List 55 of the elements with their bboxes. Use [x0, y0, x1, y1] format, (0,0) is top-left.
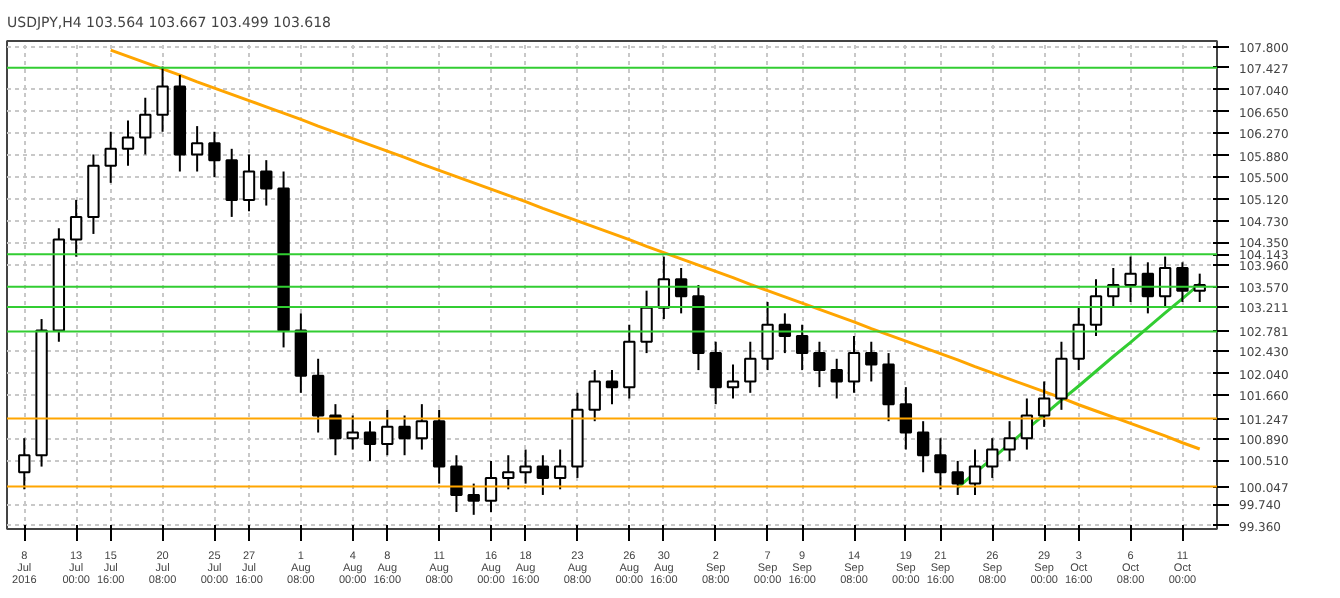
candlestick	[467, 482, 480, 516]
candlestick	[1089, 278, 1103, 338]
candlestick	[813, 340, 826, 389]
candlestick	[847, 335, 861, 394]
candlestick	[916, 420, 930, 474]
candlestick	[934, 437, 947, 491]
candlestick	[398, 414, 411, 457]
candlestick	[311, 357, 325, 434]
candlestick	[726, 363, 740, 400]
candlestick	[951, 459, 964, 496]
candlestick	[1037, 380, 1051, 428]
candlestick	[225, 147, 238, 218]
candlestick	[640, 289, 653, 355]
candlestick	[605, 369, 619, 406]
candlestick	[1176, 261, 1189, 304]
candlestick	[484, 459, 498, 513]
candlestick	[346, 414, 359, 451]
candlestick	[208, 130, 221, 179]
candlestick	[553, 448, 567, 491]
candlestick	[294, 312, 308, 394]
candlestick	[104, 130, 117, 184]
candlestick	[18, 437, 31, 491]
candlestick	[623, 323, 636, 400]
candlestick	[69, 198, 83, 258]
candlestick	[795, 323, 809, 372]
candlestick	[156, 65, 169, 133]
candlestick	[502, 454, 515, 491]
candlestick	[415, 403, 429, 451]
candlestick	[536, 454, 550, 496]
candlestick	[450, 454, 463, 513]
candlestick	[830, 357, 843, 400]
candlestick	[588, 369, 601, 423]
candlestick	[744, 340, 757, 394]
candlestick	[986, 437, 999, 479]
candlestick	[242, 153, 256, 213]
candlestick	[139, 96, 152, 156]
candlestick	[519, 448, 532, 485]
candlestick	[1124, 255, 1137, 304]
candlestick	[1072, 306, 1085, 372]
candlestick	[865, 340, 878, 383]
candlestick	[190, 125, 204, 173]
candlestick	[381, 408, 394, 457]
candlestick	[761, 301, 774, 372]
candlestick	[899, 386, 913, 451]
candlestick	[121, 119, 135, 167]
candlestick	[1158, 255, 1172, 309]
candlestick	[329, 403, 342, 457]
candlestick	[260, 159, 273, 207]
candlestick	[1003, 420, 1016, 462]
candlestick	[1055, 340, 1068, 411]
candlestick	[363, 420, 377, 462]
candlestick	[968, 448, 982, 496]
candlestick	[432, 408, 446, 485]
candlestick	[709, 340, 722, 406]
candlestick	[882, 352, 895, 423]
